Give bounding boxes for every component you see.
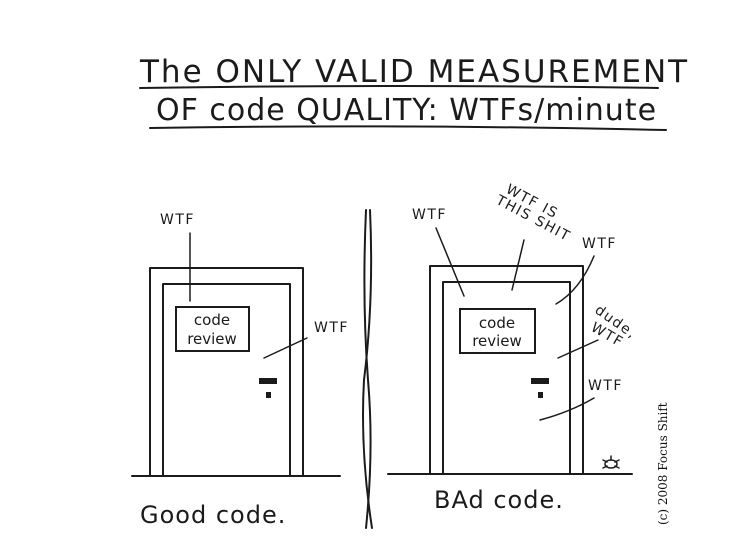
bad-code-panel: code review WTF WTF IS THIS SHIT WTF dud… [387,181,640,514]
bad-wtf-5-pointer [539,397,595,421]
good-door-handle [259,378,277,384]
bad-code-caption: BAd code. [434,486,564,514]
copyright-text: (c) 2008 Focus Shift [656,402,670,525]
good-door [162,283,291,477]
bad-wtf-2-pointer [511,239,525,291]
good-wtf-top: WTF [160,212,195,228]
bad-sign-line-1: code [479,314,515,332]
good-code-panel: code review WTF WTF Good code. [131,212,349,529]
title-line-1: The ONLY VALID MEASUREMENT [139,54,689,90]
good-wtf-right: WTF [314,320,349,336]
bad-wtf-1: WTF [412,207,447,223]
bad-wtf-3: WTF [582,236,617,252]
good-sign-line-1: code [194,311,230,329]
title-underline-2 [149,125,667,131]
panel-divider-1 [363,209,372,529]
bug-doodle [602,455,620,469]
bad-door-frame-outer [429,265,584,475]
title-underline-1 [139,85,659,89]
good-sign [175,306,250,352]
bad-door [442,281,571,475]
bad-wtf-1-pointer [435,227,465,297]
bad-door-handle [531,378,549,384]
good-sign-line-2: review [187,330,237,348]
good-wtf-right-pointer [263,337,308,359]
bad-sign [459,308,536,354]
bad-door-keyhole [538,392,543,398]
panel-divider-2 [362,209,373,529]
good-door-keyhole [266,392,271,398]
title-line-2: OF code QUALITY: WTFs/minute [156,93,657,128]
bad-wtf-4-pointer [557,339,599,359]
bad-wtf-5: WTF [588,378,623,394]
bad-wtf-3-pointer [555,255,595,305]
good-door-frame-outer [149,267,304,477]
good-code-caption: Good code. [140,501,286,529]
bad-sign-line-2: review [472,332,522,350]
